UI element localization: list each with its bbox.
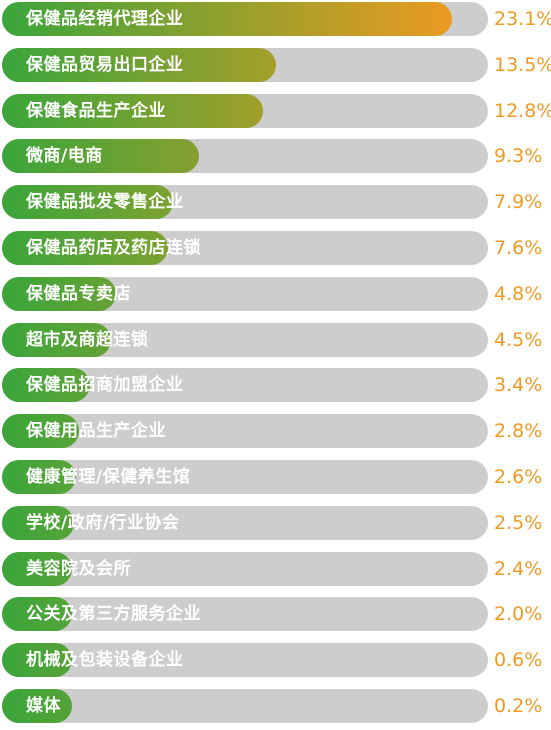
bar [2,643,72,677]
bar [2,597,72,631]
value-label: 0.6% [494,649,543,671]
value-label: 2.0% [494,603,543,625]
value-label: 4.8% [494,283,543,305]
bar [2,368,90,402]
category-label: 保健品专卖店 [26,284,131,304]
bar [2,277,116,311]
value-label: 3.4% [494,374,543,396]
bar [2,48,276,82]
category-label: 微商/电商 [26,146,103,166]
category-label: 保健品经销代理企业 [26,9,184,29]
category-label: 学校/政府/行业协会 [26,513,180,533]
category-label: 保健品批发零售企业 [26,192,184,212]
bar [2,94,263,128]
category-label: 公关及第三方服务企业 [26,604,201,624]
bar [2,231,168,265]
value-label: 0.2% [494,695,543,717]
value-label: 13.5% [494,54,551,76]
bar [2,689,72,723]
value-label: 12.8% [494,100,551,122]
category-label: 保健品招商加盟企业 [26,375,184,395]
value-label: 2.6% [494,466,543,488]
bar-track [2,689,488,723]
category-label: 保健品药店及药店连锁 [26,238,201,258]
bar [2,185,173,219]
bar-track [2,643,488,677]
value-label: 7.9% [494,191,543,213]
category-label: 保健品贸易出口企业 [26,55,184,75]
value-label: 9.3% [494,145,543,167]
bar [2,139,199,173]
value-label: 2.5% [494,512,543,534]
bar-track [2,506,488,540]
category-label: 超市及商超连锁 [26,330,149,350]
bar [2,506,74,540]
category-label: 健康管理/保健养生馆 [26,467,191,487]
category-label: 美容院及会所 [26,559,131,579]
value-label: 2.8% [494,420,543,442]
value-label: 4.5% [494,329,543,351]
bar-track [2,460,488,494]
value-label: 23.1% [494,8,551,30]
category-label: 媒体 [26,696,61,716]
bar-track [2,414,488,448]
bar [2,552,72,586]
bar-track [2,597,488,631]
bar [2,414,79,448]
value-label: 7.6% [494,237,543,259]
bar [2,460,76,494]
bar [2,2,452,36]
category-label: 机械及包装设备企业 [26,650,184,670]
category-label: 保健用品生产企业 [26,421,166,441]
bar [2,323,111,357]
bar-track [2,552,488,586]
value-label: 2.4% [494,558,543,580]
category-label: 保健食品生产企业 [26,101,166,121]
